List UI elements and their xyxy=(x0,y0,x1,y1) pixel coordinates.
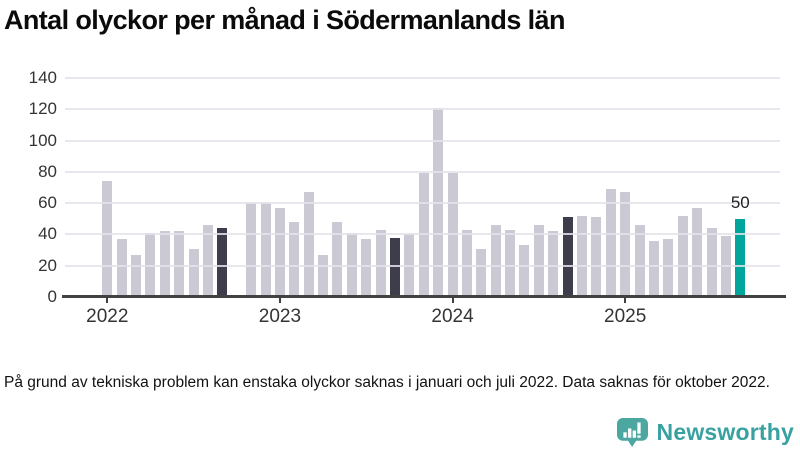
gridline-120 xyxy=(65,108,780,111)
bar-2025-05 xyxy=(677,215,688,297)
gridline-100 xyxy=(65,139,780,142)
newsworthy-speech-bubble-chart-icon xyxy=(616,417,648,447)
bar-2022-01 xyxy=(102,181,113,297)
bar-2024-09 xyxy=(562,217,573,297)
bar-2024-04 xyxy=(490,225,501,297)
bar-2022-03 xyxy=(131,254,142,297)
x-tick-2022 xyxy=(106,297,109,303)
gridline-80 xyxy=(65,170,780,173)
bar-2024-08 xyxy=(548,231,559,297)
gridline-20 xyxy=(65,264,780,267)
newsworthy-logo: Newsworthy xyxy=(616,416,794,448)
x-year-label-2025: 2025 xyxy=(604,306,647,327)
y-tick-label: 140 xyxy=(28,68,57,87)
bar-chart: 0 20 40 60 80 100 120 140 50 2022 2023 2024 2025 xyxy=(0,68,786,327)
bar-2024-05 xyxy=(505,229,516,297)
y-tick-label: 100 xyxy=(28,130,57,150)
x-axis-line xyxy=(62,295,786,298)
bar-2022-12 xyxy=(260,203,271,297)
y-tick-label: 40 xyxy=(38,224,57,244)
x-year-label-2022: 2022 xyxy=(86,306,129,327)
bar-2022-05 xyxy=(159,231,170,297)
gridline-40 xyxy=(65,233,780,236)
bar-2022-06 xyxy=(174,231,185,297)
x-year-label-2024: 2024 xyxy=(431,306,474,327)
bar-value-label: 50 xyxy=(730,192,750,212)
bar-2025-09 xyxy=(735,218,746,297)
bar-2025-02 xyxy=(634,225,645,297)
bar-2025-01 xyxy=(620,192,631,297)
newsworthy-wordmark: Newsworthy xyxy=(656,418,794,445)
bar-2022-02 xyxy=(116,239,127,297)
y-tick-label: 0 xyxy=(47,287,57,306)
bar-2023-07 xyxy=(361,239,372,297)
bar-2024-07 xyxy=(533,225,544,297)
bar-2023-05 xyxy=(332,221,343,297)
bar-2023-02 xyxy=(289,221,300,297)
bar-2024-12 xyxy=(605,189,616,297)
bar-2023-09 xyxy=(390,237,401,297)
plot-area: 50 xyxy=(65,70,783,297)
bar-2022-07 xyxy=(188,248,199,297)
y-tick-label: 80 xyxy=(38,161,57,181)
footnote-text: På grund av tekniska problem kan enstaka… xyxy=(4,374,770,391)
bar-2025-07 xyxy=(706,228,717,297)
bar-2022-08 xyxy=(203,225,213,297)
x-tick-2025 xyxy=(624,297,627,303)
bar-2025-04 xyxy=(663,239,674,297)
y-axis: 0 20 40 60 80 100 120 140 xyxy=(0,68,57,306)
y-tick-label: 120 xyxy=(28,99,57,119)
bar-2025-06 xyxy=(692,207,703,297)
bar-2023-04 xyxy=(318,254,329,297)
bar-2023-03 xyxy=(303,192,314,297)
x-tick-2024 xyxy=(451,297,454,303)
y-tick-label: 20 xyxy=(38,255,57,275)
bar-2025-03 xyxy=(648,240,659,297)
bar-2024-10 xyxy=(577,215,588,297)
y-tick-label: 60 xyxy=(38,193,57,213)
bar-2024-06 xyxy=(519,245,530,297)
x-tick-2023 xyxy=(278,297,281,303)
gridline-140 xyxy=(65,77,780,79)
bar-2024-03 xyxy=(476,248,487,297)
bar-2023-08 xyxy=(375,229,386,297)
x-year-label-2023: 2023 xyxy=(258,306,302,327)
bar-2024-11 xyxy=(591,217,602,297)
bar-2023-01 xyxy=(274,207,285,297)
bar-2024-02 xyxy=(461,229,472,297)
gridline-60 xyxy=(65,202,780,205)
bar-2022-11 xyxy=(246,203,257,297)
bar-2022-09 xyxy=(217,228,228,297)
chart-title: Antal olyckor per månad i Södermanlands … xyxy=(4,5,565,35)
